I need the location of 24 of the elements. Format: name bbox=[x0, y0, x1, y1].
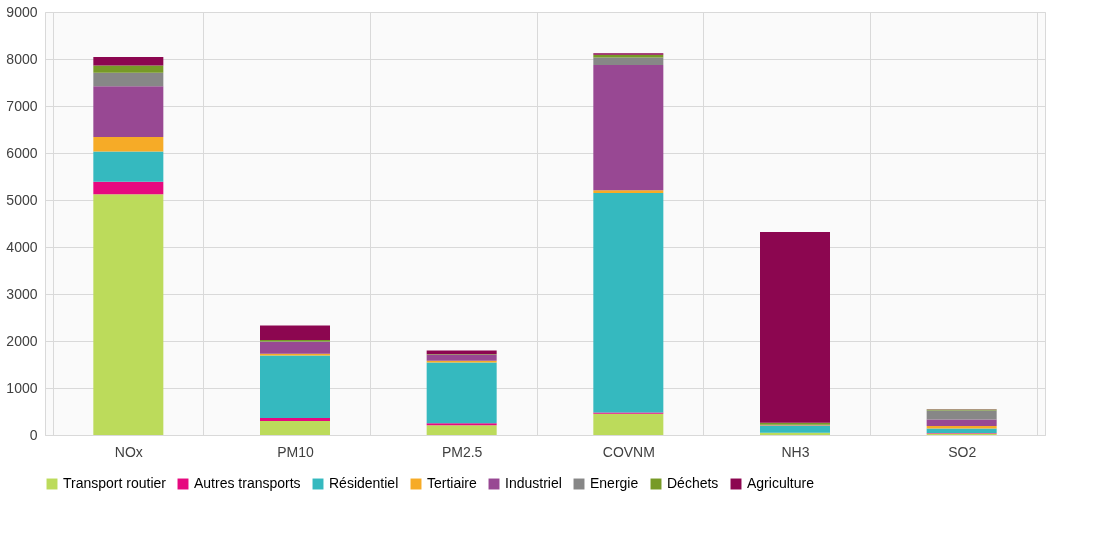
legend-label: Tertiaire bbox=[427, 475, 478, 491]
y-tick-label: 6000 bbox=[6, 144, 38, 161]
x-tick-label: NOx bbox=[114, 443, 143, 460]
x-tick-label: NH3 bbox=[781, 443, 810, 460]
x-tick-label: COVNM bbox=[602, 443, 655, 460]
y-tick-label: 2000 bbox=[6, 332, 38, 349]
x-tick-label: PM10 bbox=[277, 443, 314, 460]
x-tick-label: SO2 bbox=[948, 443, 977, 460]
y-tick-label: 5000 bbox=[6, 191, 38, 208]
legend-label: Transport routier bbox=[63, 475, 167, 491]
legend-label: Energie bbox=[590, 475, 639, 491]
y-tick-label: 9000 bbox=[6, 3, 38, 20]
y-tick-label: 8000 bbox=[6, 50, 38, 67]
legend-label: Résidentiel bbox=[329, 475, 399, 491]
legend-label: Autres transports bbox=[194, 475, 301, 491]
legend-label: Industriel bbox=[505, 475, 562, 491]
y-tick-label: 7000 bbox=[6, 97, 38, 114]
x-tick-label: PM2.5 bbox=[441, 443, 483, 460]
legend-label: Déchets bbox=[667, 475, 719, 491]
y-tick-label: 3000 bbox=[6, 285, 38, 302]
y-tick-label: 1000 bbox=[6, 379, 38, 396]
legend-label: Agriculture bbox=[747, 475, 815, 491]
y-tick-label: 0 bbox=[29, 426, 38, 443]
y-tick-label: 4000 bbox=[6, 238, 38, 255]
